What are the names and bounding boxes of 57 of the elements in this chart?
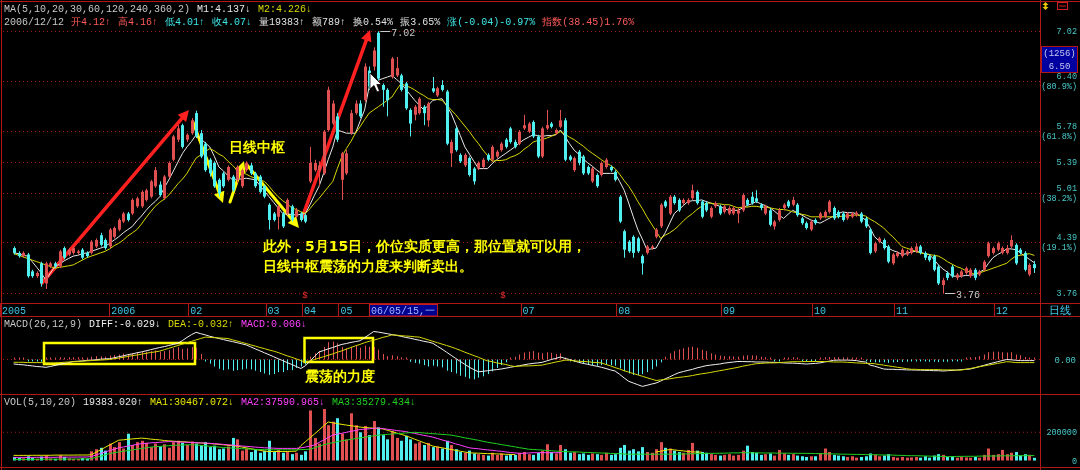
annotation: 收4.07↓ <box>212 17 253 28</box>
chart-title: VOL(5,10,20) <box>4 397 77 408</box>
y-tick-label: 4.39 (19.1%) <box>1041 233 1077 254</box>
text: MA1:30467.072↓ <box>150 397 235 408</box>
text: M1:4.137↓ <box>197 4 252 15</box>
text: MA3:35279.434↓ <box>332 397 417 408</box>
annotation: 开4.12↑ <box>71 17 112 28</box>
annotation: $ <box>302 291 309 301</box>
annotation: 3.76 <box>955 289 980 301</box>
x-tick-label: 08 <box>618 306 631 317</box>
text: (1256) <box>1043 49 1076 59</box>
annotation: 7.02 <box>391 27 416 39</box>
y-tick-label: 5.01 (38.2%) <box>1041 183 1077 204</box>
x-tick-label: 2006 <box>111 306 136 317</box>
text: 日线 <box>1049 304 1071 317</box>
x-tick-label: 11 <box>895 306 908 317</box>
text: M2:4.226↓ <box>258 4 313 15</box>
x-tick-label: 02 <box>190 306 203 317</box>
annotation: 此外，5月15日，价位实质更高，那位置就可以用， <box>262 238 587 254</box>
annotation: 振3.65% <box>400 16 441 28</box>
x-tick-label: 09 <box>722 306 735 317</box>
series-label: DIFF:-0.029↓ <box>89 319 162 330</box>
y-tick-label: 7.02 <box>1056 27 1077 38</box>
annotation: 换0.54% <box>353 16 394 28</box>
annotation: 日线中枢 <box>229 139 285 155</box>
annotation: 19383.020↑ <box>83 397 144 408</box>
text: 06/05/15,一 <box>371 306 436 317</box>
y-tick-label: 5.78 (61.8%) <box>1041 121 1077 142</box>
y-tick-label: 200000 <box>1046 428 1077 439</box>
y-tick-label: 5.39 <box>1056 158 1077 169</box>
x-tick-label: 10 <box>813 306 826 317</box>
x-tick-label: 12 <box>996 306 1009 317</box>
annotation: 日线中枢震荡的力度来判断卖出。 <box>263 258 473 274</box>
annotation: 低4.01↑ <box>165 17 206 28</box>
chart-title: MACD(26,12,9) <box>4 319 83 330</box>
text: 0.00 <box>1054 356 1076 366</box>
annotation: 震荡的力度 <box>304 368 375 384</box>
annotation: $ <box>500 291 507 301</box>
annotation: 指数(38.45)1.76% <box>541 16 635 28</box>
x-tick-label: 03 <box>267 306 280 317</box>
annotation: 高4.16↑ <box>118 16 159 28</box>
text: MA2:37590.965↓ <box>241 397 326 408</box>
y-tick-label: 0 <box>1071 456 1077 467</box>
annotation: 涨(-0.04)-0.97% <box>447 16 536 28</box>
series-label: DEA:-0.032↑ <box>168 319 235 330</box>
text: 6.50 <box>1048 61 1071 72</box>
x-tick-label: 04 <box>303 306 316 317</box>
y-tick-label: 3.76 <box>1056 289 1077 300</box>
chart-title: MA(5,10,20,30,60,120,240,360,2) <box>4 4 191 15</box>
text: MACD:0.006↓ <box>241 319 308 330</box>
x-tick-label: 05 <box>340 306 353 317</box>
y-tick-label: 6.40 (80.9%) <box>1041 72 1077 93</box>
x-tick-label: 07 <box>522 306 535 317</box>
annotation: 量19383↑ <box>259 17 306 28</box>
annotation: 额789↑ <box>312 16 347 28</box>
annotation: 2006/12/12 <box>4 17 65 28</box>
x-tick-label: 2005 <box>1 306 27 317</box>
